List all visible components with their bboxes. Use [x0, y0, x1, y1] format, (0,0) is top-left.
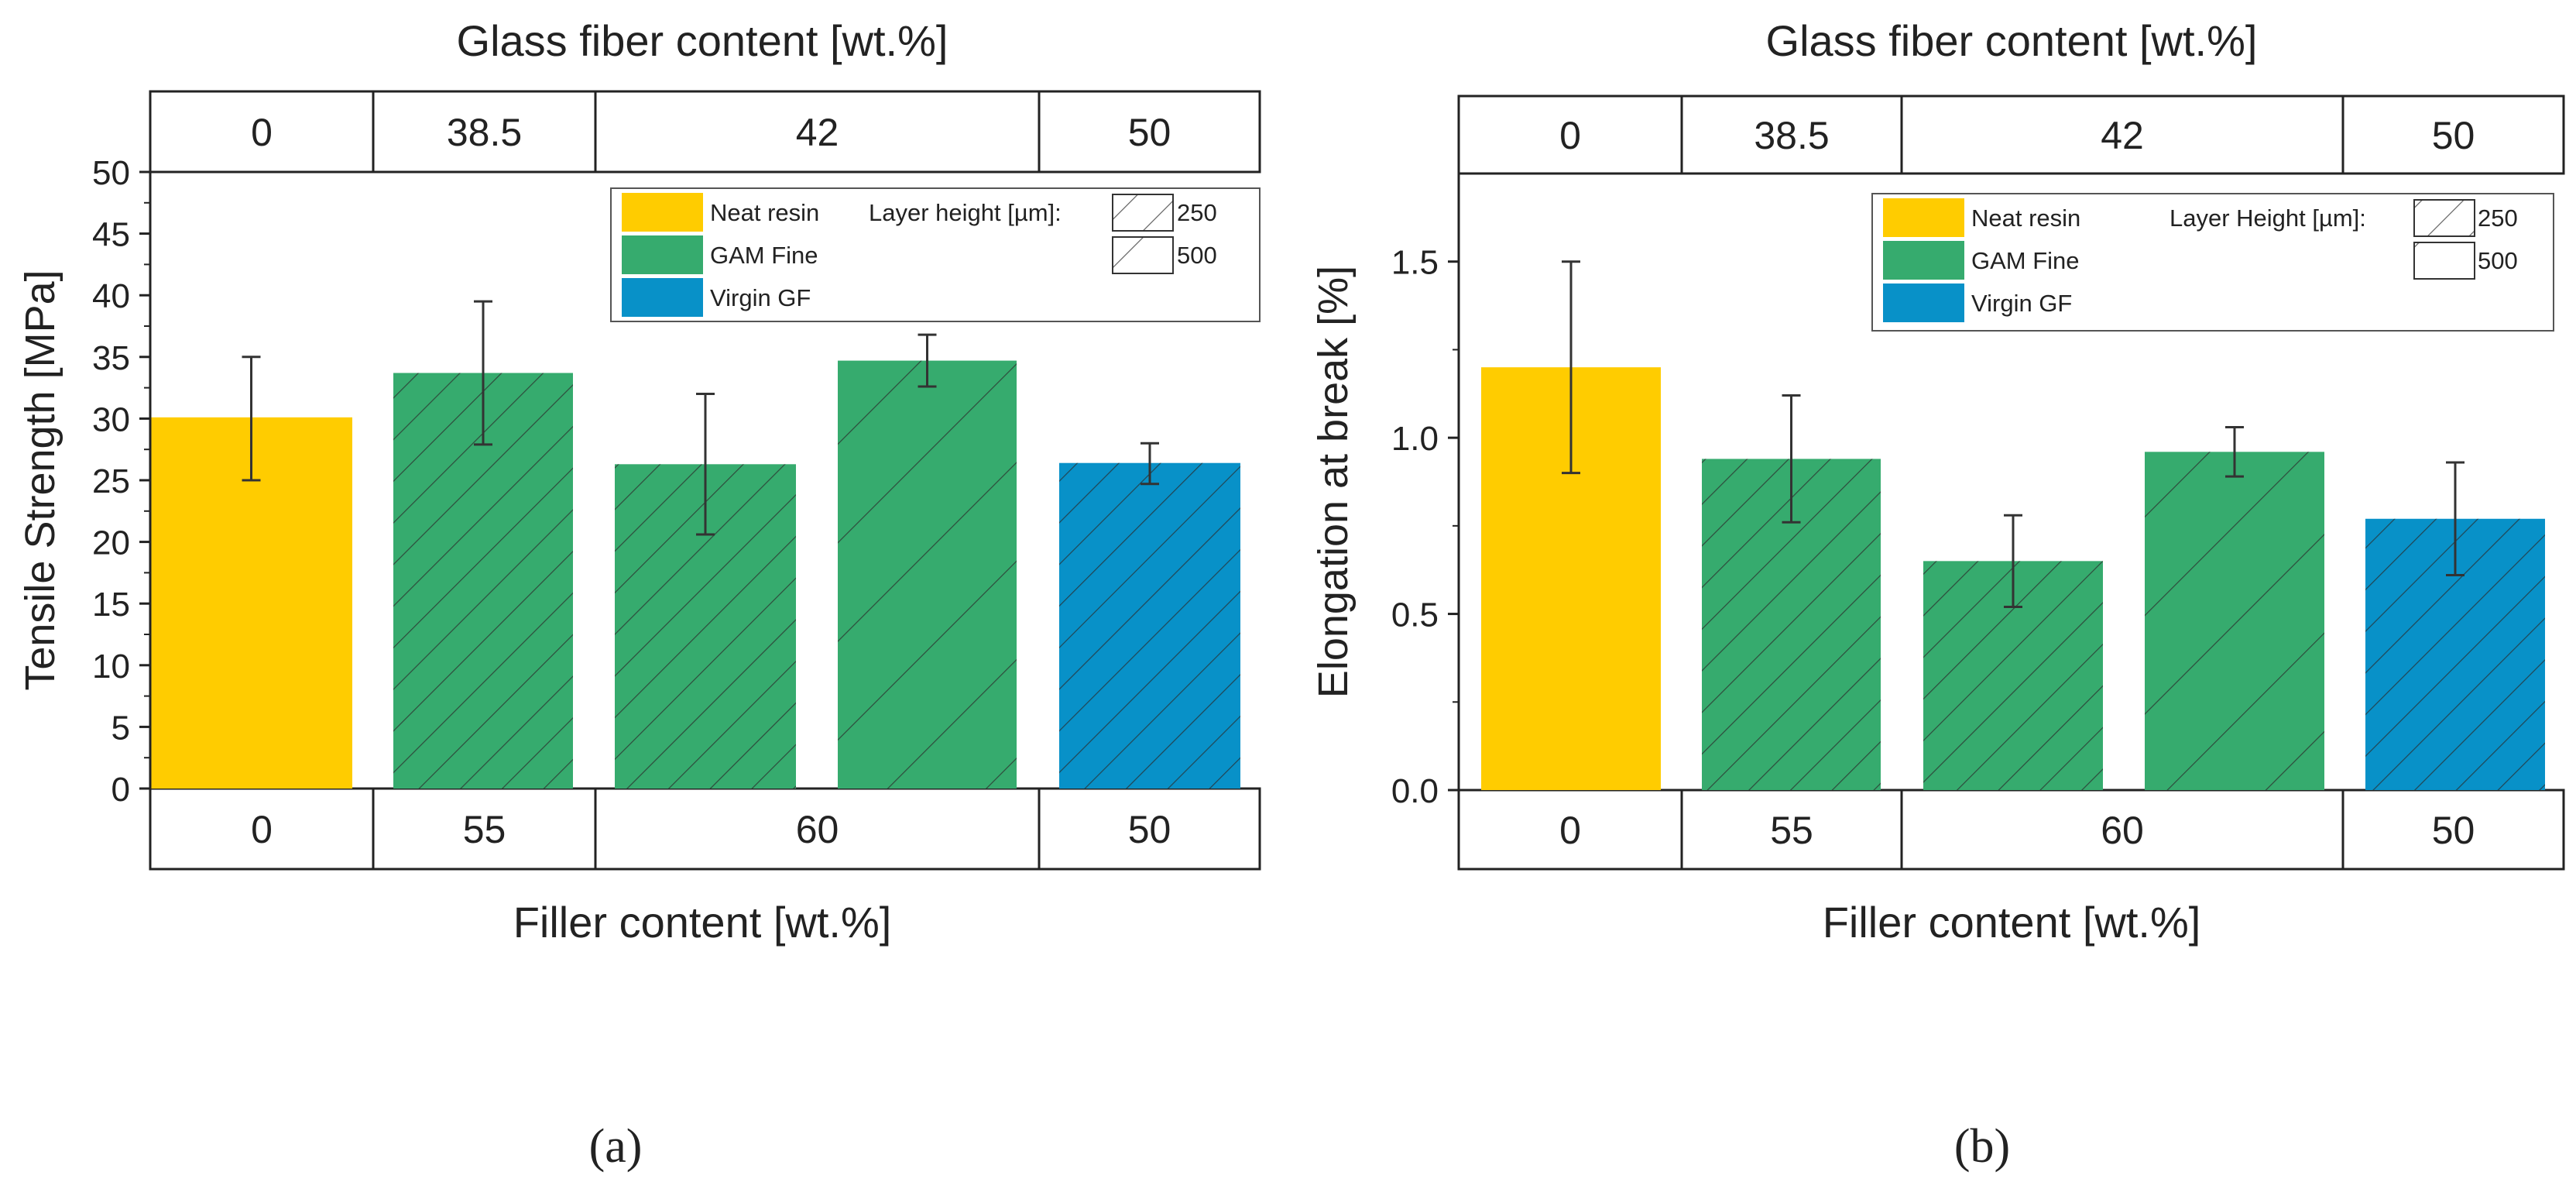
- top-group-label: 38.5: [1754, 114, 1829, 157]
- legend-swatch: [1883, 198, 1964, 237]
- top-group-frame: [1457, 95, 2565, 175]
- y-tick-label: 25: [92, 462, 130, 500]
- legend-label: Virgin GF: [710, 284, 811, 311]
- y-tick-label: 5: [111, 709, 130, 747]
- legend-label: Neat resin: [710, 199, 819, 226]
- top-group-label: 42: [796, 111, 839, 154]
- top-axis-title: Glass fiber content [wt.%]: [1766, 16, 2258, 65]
- legend-hatch-pattern: [2414, 242, 2475, 279]
- bottom-group-label: 60: [2101, 809, 2144, 852]
- bottom-group-label: 0: [251, 808, 273, 851]
- legend: Neat resin GAM Fine Virgin GF Layer Height …: [1871, 193, 2554, 332]
- y-tick-label: 1.0: [1391, 420, 1439, 458]
- legend-layer-title: Layer Height [µm]:: [2170, 204, 2366, 232]
- bottom-group-label: 0: [1559, 809, 1581, 852]
- bar-group: [1481, 260, 2545, 791]
- top-group-frame: [149, 90, 1261, 174]
- y-axis: 0.0 0.5 1.0 1.5: [1391, 174, 1460, 810]
- panel-label-a: (a): [589, 1120, 643, 1173]
- x-axis-label: Filler content [wt.%]: [1823, 898, 2201, 947]
- legend-layer-height: 500: [1177, 242, 1217, 269]
- y-tick-label: 0: [111, 771, 130, 809]
- bottom-group-row: 0 55 60 50: [149, 787, 1261, 871]
- bottom-group-label: 50: [2432, 809, 2475, 852]
- legend-layer-height: 500: [2478, 247, 2518, 274]
- y-tick-label: 10: [92, 648, 130, 686]
- bottom-group-frame: [1457, 789, 2565, 871]
- y-axis: 0 5 10 15 20 25 30 35 40 45 50: [92, 154, 152, 809]
- bar-hatch: [2145, 452, 2324, 790]
- top-group-label: 0: [1559, 114, 1581, 157]
- bar-hatch: [1059, 462, 1240, 789]
- bar-group: [150, 300, 1240, 789]
- y-tick-label: 30: [92, 400, 130, 438]
- legend-label: Neat resin: [1971, 204, 2080, 232]
- chart-panel-b: Glass fiber content [wt.%] 0 38.5 42 50 0 55…: [1310, 16, 2565, 947]
- y-tick-label: 40: [92, 277, 130, 315]
- y-tick-label: 0.0: [1391, 772, 1439, 810]
- bar-hatch: [838, 360, 1017, 789]
- legend-layer-height: 250: [1177, 199, 1217, 226]
- legend: Neat resin GAM Fine Virgin GF Layer height …: [610, 187, 1261, 322]
- legend-swatch: [1883, 284, 1964, 322]
- bottom-group-frame: [149, 787, 1261, 871]
- legend-label: GAM Fine: [710, 242, 818, 269]
- top-group-label: 42: [2101, 114, 2144, 157]
- chart-panel-a: Glass fiber content [wt.%] 0 38.5 42 50 0 55…: [17, 16, 1261, 947]
- y-axis-label: Tensile Strength [MPa]: [17, 270, 63, 690]
- bottom-group-label: 55: [1770, 809, 1813, 852]
- top-group-label: 50: [2432, 114, 2475, 157]
- y-tick-label: 45: [92, 216, 130, 254]
- bottom-group-label: 50: [1128, 808, 1171, 851]
- legend-hatch-pattern: [2414, 200, 2475, 236]
- y-tick-label: 20: [92, 524, 130, 562]
- legend-label: Virgin GF: [1971, 290, 2072, 317]
- top-group-label: 38.5: [447, 111, 522, 154]
- x-axis-label: Filler content [wt.%]: [513, 898, 892, 947]
- bottom-group-label: 60: [796, 808, 839, 851]
- y-tick-label: 35: [92, 339, 130, 377]
- y-tick-label: 1.5: [1391, 244, 1439, 282]
- legend-layer-title: Layer height [µm]:: [869, 199, 1062, 226]
- panel-label-b: (b): [1954, 1120, 2010, 1173]
- legend-hatch-pattern: [1113, 194, 1173, 231]
- legend-hatch-pattern: [1113, 237, 1173, 273]
- y-axis-label: Elongation at break [%]: [1310, 266, 1357, 698]
- top-group-row: 0 38.5 42 50: [1457, 95, 2565, 175]
- legend-layer-height: 250: [2478, 204, 2518, 232]
- y-tick-label: 15: [92, 586, 130, 624]
- top-group-row: 0 38.5 42 50: [149, 90, 1261, 174]
- legend-swatch: [622, 193, 703, 232]
- y-tick-label: 0.5: [1391, 596, 1439, 634]
- top-axis-title: Glass fiber content [wt.%]: [457, 16, 948, 65]
- top-group-label: 50: [1128, 111, 1171, 154]
- top-group-label: 0: [251, 111, 273, 154]
- legend-label: GAM Fine: [1971, 247, 2080, 274]
- bottom-group-label: 55: [463, 808, 506, 851]
- bottom-group-row: 0 55 60 50: [1457, 789, 2565, 871]
- y-tick-label: 50: [92, 154, 130, 192]
- legend-swatch: [622, 235, 703, 274]
- legend-swatch: [1883, 241, 1964, 280]
- legend-swatch: [622, 278, 703, 317]
